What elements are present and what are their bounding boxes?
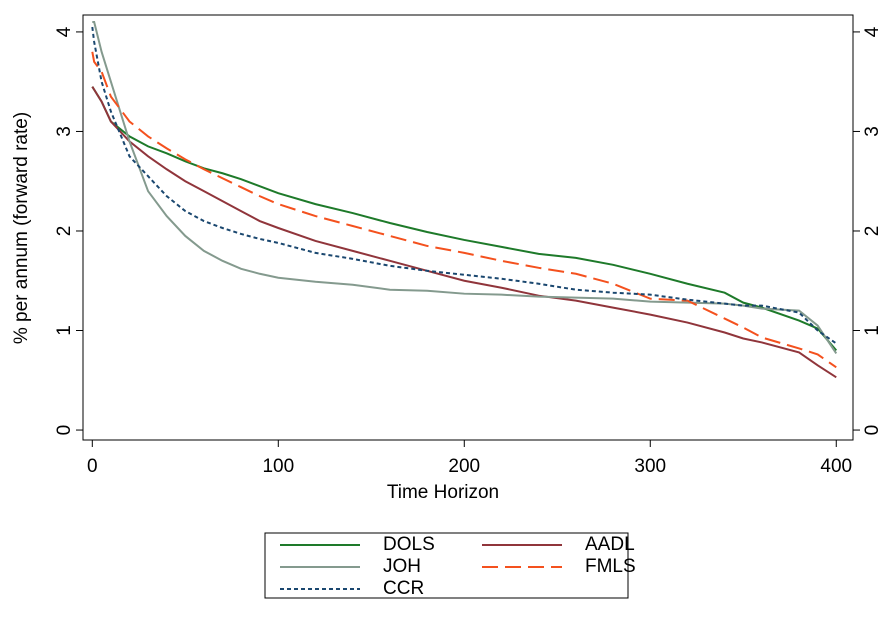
x-tick-label: 200 (448, 456, 480, 477)
legend-label: DOLS (383, 534, 435, 555)
y2-tick-label: 0 (862, 425, 883, 436)
y-tick-label: 4 (54, 26, 75, 37)
legend-box (264, 532, 629, 599)
x-tick-label: 100 (262, 456, 294, 477)
legend-label: CCR (383, 578, 424, 599)
plot-frame (82, 14, 854, 441)
x-tick-label: 300 (634, 456, 666, 477)
y2-tick-label: 2 (862, 226, 883, 237)
legend-label: AADL (585, 534, 635, 555)
y-tick-label: 2 (54, 226, 75, 237)
y2-tick-label: 1 (862, 325, 883, 336)
series-line (91, 86, 837, 379)
y2-tick-label: 3 (862, 126, 883, 137)
series-line (91, 86, 838, 352)
x-tick-label: 0 (87, 456, 98, 477)
legend-label: JOH (383, 556, 421, 577)
legend-label: FMLS (585, 556, 636, 577)
y-tick-label: 1 (54, 325, 75, 336)
series-line (91, 51, 837, 369)
y-tick-label: 3 (54, 126, 75, 137)
x-axis-title: Time Horizon (387, 482, 499, 503)
y2-tick-label: 4 (862, 26, 883, 37)
series-line (91, 26, 837, 345)
y-axis-title: % per annum (forward rate) (11, 112, 32, 344)
x-tick-label: 400 (820, 456, 852, 477)
y-tick-label: 0 (54, 425, 75, 436)
